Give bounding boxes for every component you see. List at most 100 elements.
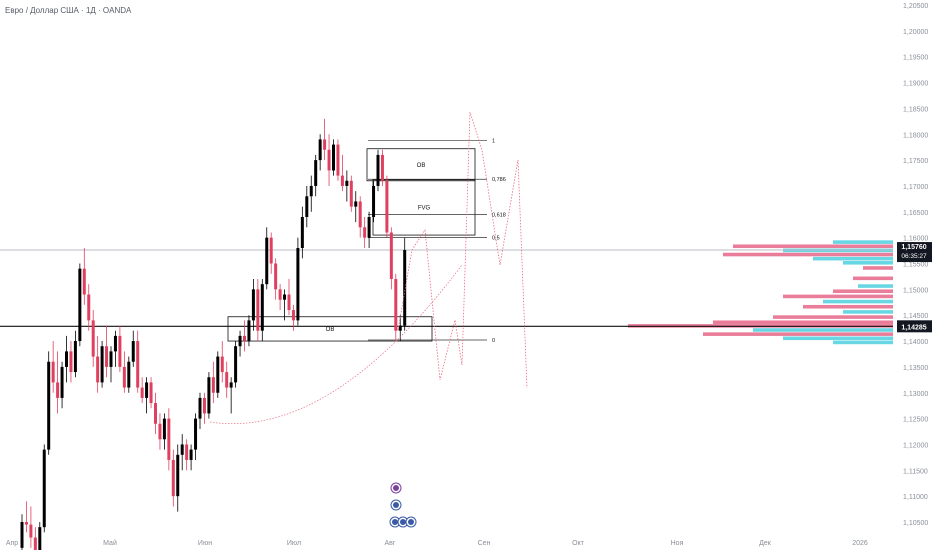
candle-body	[56, 382, 60, 398]
candle-body	[118, 335, 122, 367]
candle-body	[305, 196, 309, 217]
candle-body	[358, 201, 362, 228]
candle-body	[202, 397, 206, 414]
volume-profile-bar	[803, 304, 893, 309]
y-tick-label: 1,11000	[903, 494, 928, 501]
candle-body	[363, 227, 367, 238]
volume-profile-bar	[833, 340, 893, 345]
x-tick-label: Сен	[478, 540, 491, 547]
volume-profile-bar	[773, 315, 893, 319]
candle-body	[198, 397, 202, 419]
candle-body	[265, 237, 269, 285]
y-tick-label: 1,17500	[903, 158, 928, 165]
candle-body	[91, 320, 95, 357]
candle-body	[78, 268, 82, 342]
current-price-badge	[897, 242, 932, 263]
y-tick-label: 1,18500	[903, 106, 928, 113]
volume-profile-bar	[733, 244, 893, 249]
candle-body	[127, 361, 131, 388]
candle-body	[185, 444, 189, 460]
volume-profile-bar	[833, 289, 893, 294]
y-tick-label: 1,12500	[903, 417, 928, 424]
candle-body	[247, 320, 251, 342]
event-flag-icon	[400, 519, 406, 525]
candle-body	[105, 346, 109, 367]
candle-body	[73, 341, 77, 373]
y-tick-label: 1,15000	[903, 287, 928, 294]
candle-body	[180, 444, 184, 455]
candle-body	[394, 279, 398, 331]
candle-body	[278, 289, 282, 300]
candle-body	[287, 294, 291, 311]
support-price-badge	[897, 320, 932, 333]
candle-body	[260, 284, 264, 331]
fib-label: 0,5	[492, 236, 500, 242]
candle-body	[243, 335, 246, 342]
x-tick-label: Окт	[572, 540, 585, 547]
zone-label: OB	[417, 163, 426, 169]
zone-box	[227, 316, 433, 342]
candle-body	[323, 139, 327, 150]
candle-body	[171, 459, 175, 497]
y-tick-label: 1,20500	[903, 3, 928, 10]
y-tick-label: 1,13000	[903, 391, 928, 398]
candle-body	[189, 449, 193, 460]
countdown-label: 06:35:27	[901, 253, 927, 260]
candle-body	[42, 449, 46, 528]
candle-body	[194, 418, 198, 450]
candle-body	[140, 387, 144, 398]
candle-body	[20, 522, 24, 548]
candle-body	[238, 335, 242, 347]
candle-body	[300, 216, 304, 248]
candle-body	[207, 377, 211, 414]
candle-body	[51, 361, 55, 383]
candle-body	[336, 144, 340, 176]
projection-arc	[209, 264, 463, 425]
candle-body	[256, 289, 260, 331]
volume-profile-bar	[753, 328, 893, 332]
candle-body	[318, 139, 322, 161]
volume-profile-bar	[843, 261, 893, 265]
candle-body	[29, 524, 33, 538]
candle-body	[162, 418, 166, 440]
candle-body	[33, 537, 37, 550]
support-price-label: 1,14285	[901, 324, 926, 331]
candle-body	[109, 351, 113, 367]
y-tick-label: 1,16500	[903, 210, 928, 217]
y-tick-label: 1,11500	[903, 468, 928, 475]
candle-body	[136, 341, 140, 388]
candle-body	[314, 160, 318, 186]
chart-title: Евро / Доллар США · 1Д · OANDA	[5, 6, 132, 15]
fib-label: 0,786	[492, 177, 506, 183]
candle-body	[131, 341, 135, 362]
candle-body	[372, 185, 376, 217]
candle-body	[345, 180, 349, 186]
candle-body	[113, 335, 117, 352]
zone-box	[366, 148, 476, 182]
candle-body	[87, 294, 91, 321]
candle-body	[167, 418, 171, 460]
candle-body	[283, 294, 287, 300]
y-tick-label: 1,18000	[903, 132, 928, 139]
volume-profile-bar	[823, 299, 893, 304]
candle-body	[251, 289, 255, 321]
candle-body	[38, 527, 42, 550]
current-price-label: 1,15760	[901, 244, 926, 251]
event-flag-icon	[393, 502, 399, 508]
candle-body	[229, 382, 233, 388]
candle-body	[354, 201, 358, 207]
x-tick-label: Май	[103, 539, 117, 547]
candle-body	[47, 361, 51, 450]
y-tick-label: 1,19500	[903, 55, 928, 62]
candle-body	[100, 346, 104, 383]
x-tick-label: Июн	[198, 540, 212, 547]
candle-body	[154, 403, 157, 424]
y-tick-label: 1,16000	[903, 236, 928, 243]
event-flag-icon	[392, 519, 398, 525]
fib-label: 1	[492, 138, 495, 144]
candle-body	[65, 351, 68, 367]
candle-body	[403, 250, 407, 326]
projection-path	[397, 111, 528, 389]
candle-body	[149, 382, 153, 404]
